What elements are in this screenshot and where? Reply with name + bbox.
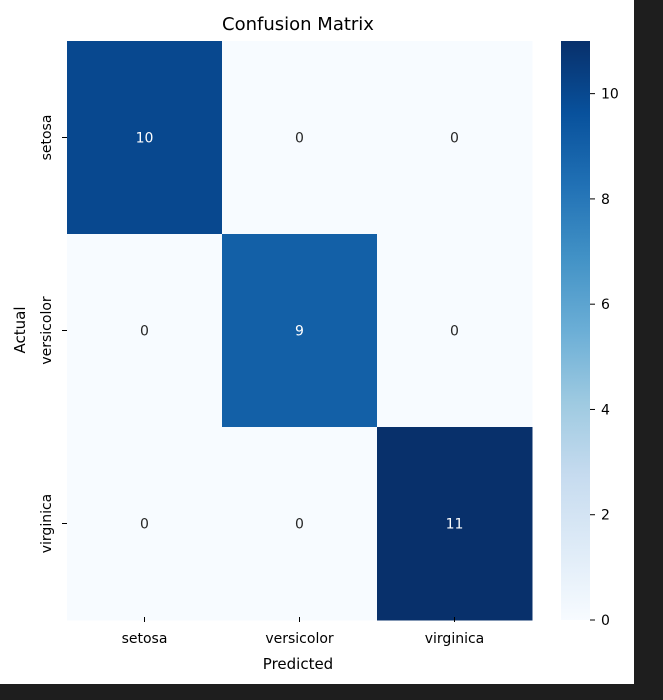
heatmap-cell xyxy=(67,41,223,235)
x-tick-label: versicolor xyxy=(265,631,334,647)
x-axis-ticks: setosa versicolor virginica xyxy=(122,617,485,647)
colorbar-tick-label: 0 xyxy=(601,613,610,629)
y-tick-label: setosa xyxy=(39,115,55,161)
colorbar-tick-label: 8 xyxy=(601,192,610,208)
cell-value-label: 11 xyxy=(446,517,464,533)
cell-value-label: 0 xyxy=(295,517,304,533)
x-tick-label: setosa xyxy=(122,631,168,647)
heatmap-cell xyxy=(377,41,533,235)
x-axis-label: Predicted xyxy=(263,655,333,673)
cell-value-label: 0 xyxy=(140,517,149,533)
heatmap-cells: 10 0 0 0 9 0 0 0 11 xyxy=(67,41,533,621)
y-axis-label: Actual xyxy=(11,307,29,354)
cell-value-label: 0 xyxy=(450,131,459,147)
heatmap-cell xyxy=(67,234,223,428)
colorbar xyxy=(561,41,590,620)
y-axis-ticks: setosa versicolor virginica xyxy=(39,115,67,554)
figure-canvas: Confusion Matrix 10 0 0 0 9 0 0 0 11 setosa versi… xyxy=(0,0,634,684)
bottom-background xyxy=(0,684,663,700)
heatmap-cell xyxy=(377,234,533,428)
colorbar-tick-label: 4 xyxy=(601,402,610,418)
colorbar-tick-label: 2 xyxy=(601,508,610,524)
colorbar-tick-label: 6 xyxy=(601,297,610,313)
y-tick-label: versicolor xyxy=(39,296,55,365)
cell-value-label: 0 xyxy=(295,131,304,147)
cell-value-label: 0 xyxy=(140,324,149,340)
heatmap-cell xyxy=(222,427,378,621)
x-tick-label: virginica xyxy=(425,631,485,647)
heatmap-cell xyxy=(377,427,533,621)
right-background xyxy=(634,0,663,684)
colorbar-tick-label: 10 xyxy=(601,87,619,103)
cell-value-label: 0 xyxy=(450,324,459,340)
cell-value-label: 9 xyxy=(295,324,304,340)
chart-title: Confusion Matrix xyxy=(222,14,374,35)
cell-value-label: 10 xyxy=(136,131,154,147)
heatmap-cell xyxy=(67,427,223,621)
y-tick-label: virginica xyxy=(39,494,55,554)
heatmap-cell xyxy=(222,234,378,428)
heatmap-cell xyxy=(222,41,378,235)
colorbar-ticks: 0 2 4 6 8 10 xyxy=(590,87,619,629)
confusion-matrix-chart: Confusion Matrix 10 0 0 0 9 0 0 0 11 setosa versi… xyxy=(11,14,619,673)
